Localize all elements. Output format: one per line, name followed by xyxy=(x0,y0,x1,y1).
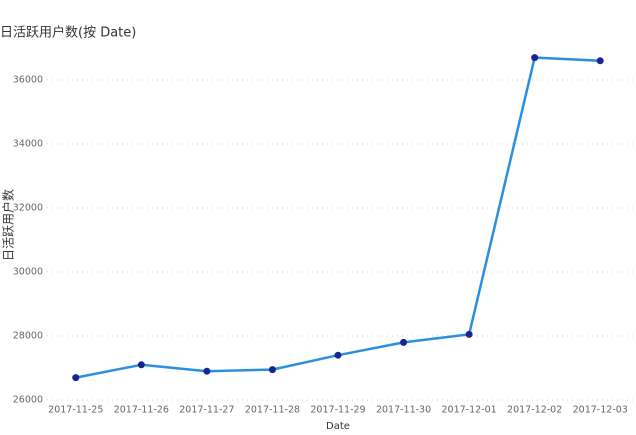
y-tick-label: 30000 xyxy=(13,267,43,278)
x-tick-label: 2017-11-25 xyxy=(48,405,103,416)
point xyxy=(137,361,145,369)
x-tick-label: 2017-11-26 xyxy=(114,405,169,416)
point xyxy=(72,374,80,382)
point xyxy=(400,338,408,346)
x-tick-label: 2017-12-01 xyxy=(442,405,497,416)
line xyxy=(75,56,601,379)
y-axis-label: 日活跃用户数 xyxy=(1,189,16,261)
y-tick-label: 28000 xyxy=(13,331,43,342)
x-axis-label: Date xyxy=(326,421,350,432)
x-tick-label: 2017-12-03 xyxy=(573,405,628,416)
x-tick-label: 2017-11-27 xyxy=(179,405,234,416)
y-tick-label: 32000 xyxy=(13,203,43,214)
point xyxy=(334,351,342,359)
chart-title: 日活跃用户数(按 Date) xyxy=(0,25,136,41)
x-tick-label: 2017-11-28 xyxy=(245,405,300,416)
point xyxy=(203,367,211,375)
point xyxy=(268,366,276,374)
point xyxy=(465,330,473,338)
y-tick-label: 34000 xyxy=(13,139,43,150)
y-tick-label: 36000 xyxy=(13,75,43,86)
x-tick-label: 2017-12-02 xyxy=(507,405,562,416)
point xyxy=(596,57,604,65)
y-tick-label: 26000 xyxy=(13,395,43,406)
point xyxy=(531,54,539,62)
x-tick-label: 2017-11-30 xyxy=(376,405,431,416)
x-tick-label: 2017-11-29 xyxy=(310,405,365,416)
